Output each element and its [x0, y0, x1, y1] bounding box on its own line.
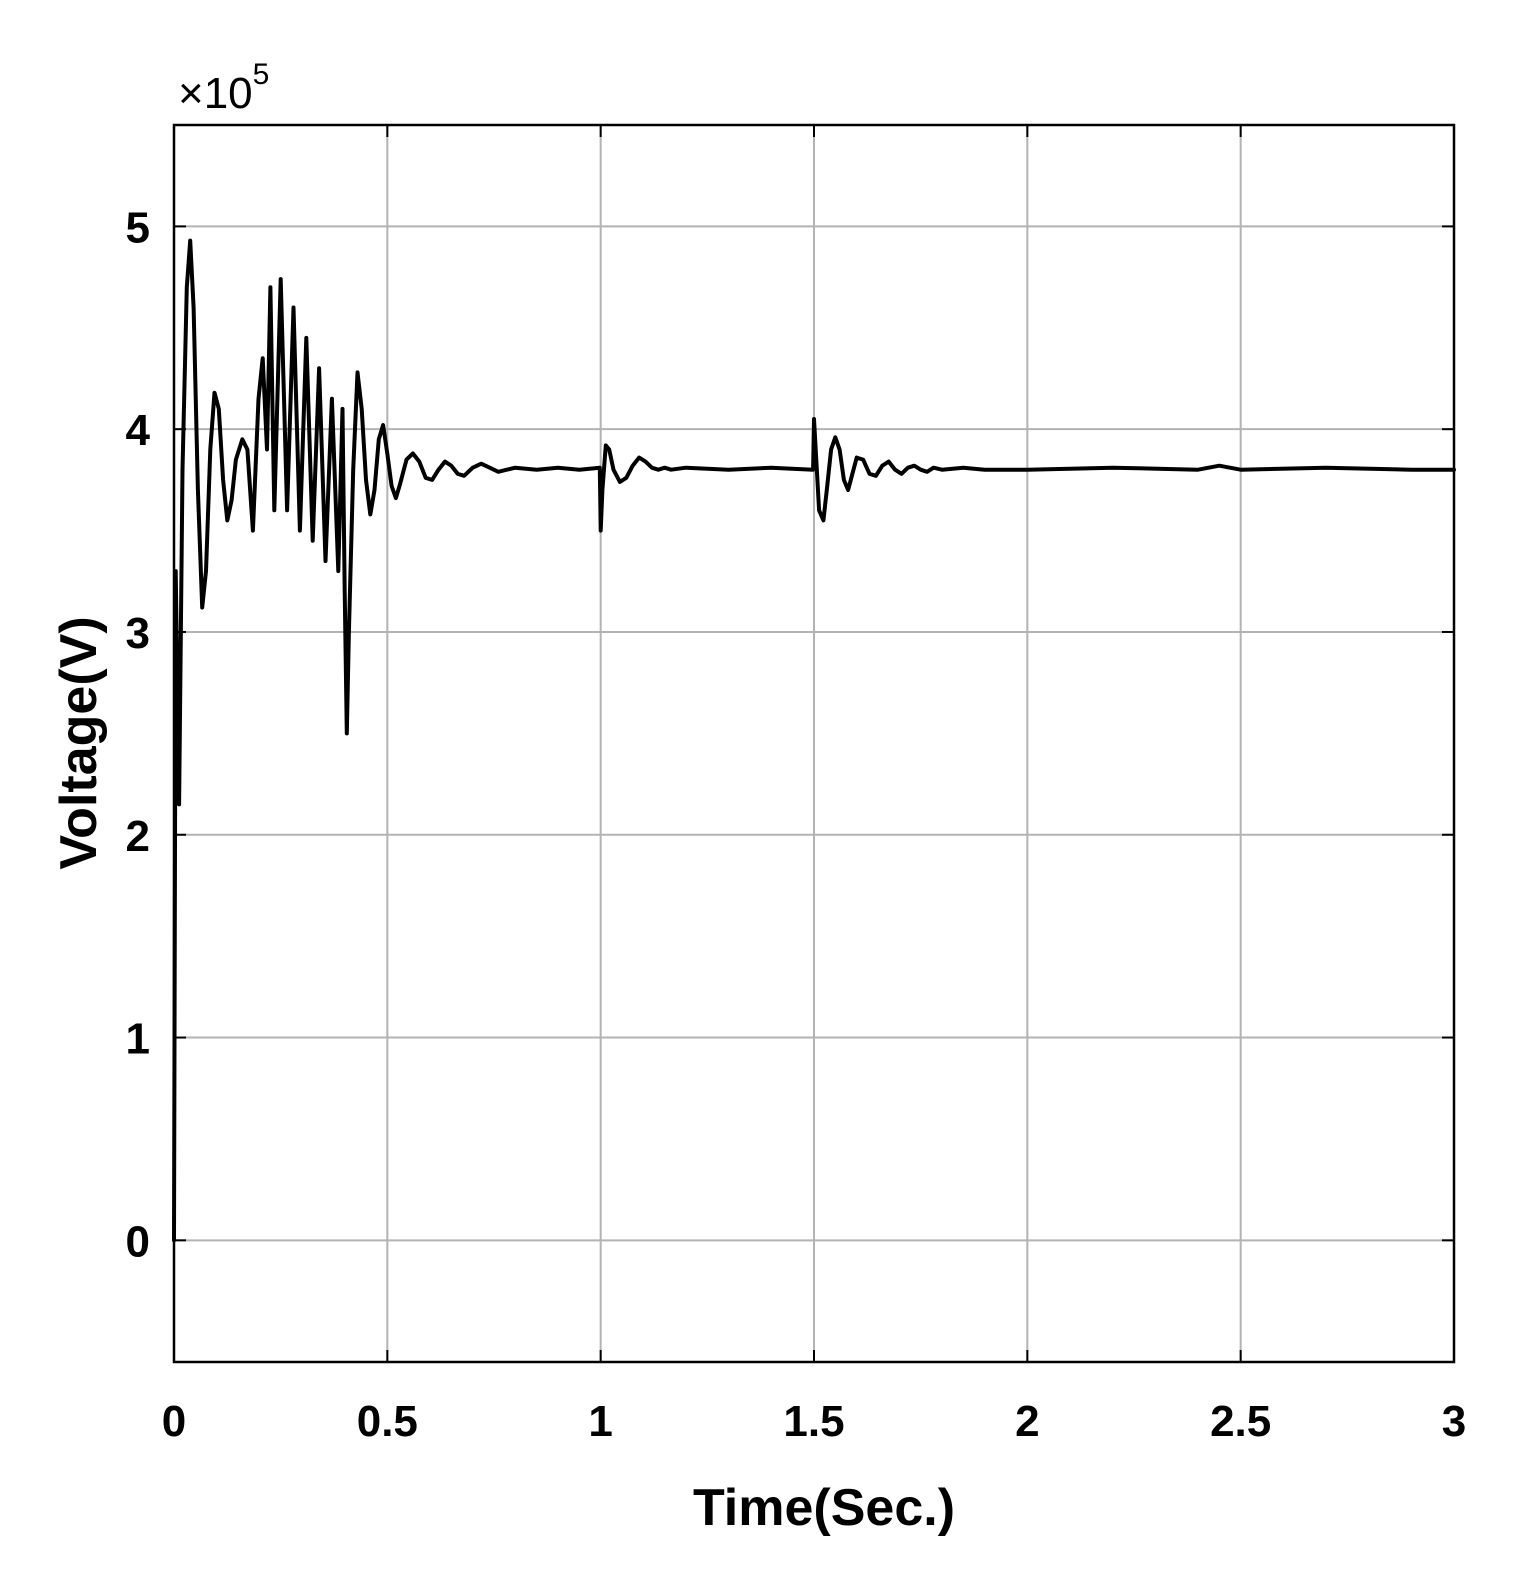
- x-tick-label: 2.5: [1210, 1397, 1271, 1446]
- grid-lines: [173, 125, 1455, 1362]
- x-axis-label: Time(Sec.): [693, 1479, 955, 1537]
- voltage-series-line: [172, 238, 1456, 1243]
- x-tick-label: 0: [162, 1397, 186, 1446]
- x-tick-label: 1.5: [783, 1397, 844, 1446]
- y-tick-labels: 0 1 2 3 4 5: [126, 203, 151, 1266]
- y-tick-label: 1: [126, 1015, 150, 1064]
- y-tick-label: 3: [126, 609, 150, 658]
- y-tick-label: 0: [126, 1217, 150, 1266]
- y-tick-label: 5: [126, 203, 150, 252]
- x-tick-labels: 0 0.5 1 1.5 2 2.5 3: [162, 1397, 1466, 1446]
- series-layer: [172, 238, 1456, 1243]
- x-tick-label: 3: [1442, 1397, 1466, 1446]
- y-axis-label: Voltage(V): [50, 616, 108, 869]
- x-tick-label: 1: [588, 1397, 612, 1446]
- x-tick-label: 2: [1015, 1397, 1039, 1446]
- y-tick-label: 2: [126, 812, 150, 861]
- y-tick-label: 4: [126, 406, 151, 455]
- x-tick-label: 0.5: [357, 1397, 418, 1446]
- y-multiplier-label: ×105: [178, 58, 269, 118]
